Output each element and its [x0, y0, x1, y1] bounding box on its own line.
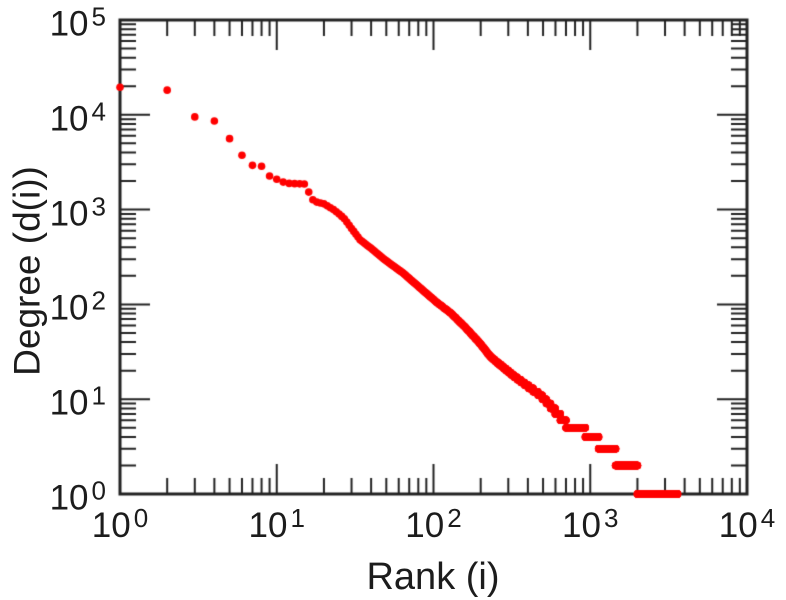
x-tick-label: 10 2	[405, 505, 461, 545]
tick-label-base: 10	[49, 383, 89, 423]
tick-label-exponent: 0	[133, 503, 149, 533]
tick-label-exponent: 4	[91, 96, 106, 127]
x-tick-label: 10 3	[562, 505, 618, 545]
tick-label-base: 10	[248, 506, 288, 545]
tick-label-base: 10	[49, 99, 89, 139]
tick-label-exponent: 4	[760, 503, 776, 533]
x-tick-label: 10 0	[91, 505, 148, 545]
x-axis-title: Rank (i)	[366, 556, 500, 598]
y-tick-label: 10 0	[0, 478, 106, 518]
tick-label-exponent: 3	[603, 503, 619, 533]
tick-label-exponent: 2	[447, 503, 462, 533]
tick-label-base: 10	[49, 288, 89, 328]
tick-label-exponent: 5	[91, 1, 106, 32]
y-tick-label: 10 1	[0, 383, 106, 423]
y-tick-label: 10 3	[0, 193, 106, 234]
x-tick-label: 10 1	[248, 505, 305, 545]
x-tick-label: 10 4	[718, 505, 775, 545]
tick-label-exponent: 2	[91, 285, 106, 316]
tick-label-base: 10	[49, 4, 89, 44]
y-tick-label: 10 5	[0, 4, 106, 44]
tick-label-exponent: 1	[290, 503, 305, 533]
tick-label-exponent: 0	[91, 475, 106, 506]
y-tick-label: 10 2	[0, 288, 106, 328]
y-tick-label: 10 4	[0, 98, 106, 139]
tick-label-base: 10	[49, 194, 89, 234]
tick-label-exponent: 1	[91, 380, 106, 411]
tick-label-base: 10	[49, 478, 89, 518]
tick-label-base: 10	[562, 506, 601, 545]
tick-label-base: 10	[718, 506, 758, 545]
y-axis-title: Degree (d(i))	[6, 166, 48, 376]
tick-label-exponent: 3	[91, 191, 106, 222]
tick-label-base: 10	[91, 506, 131, 545]
tick-label-base: 10	[405, 506, 445, 545]
